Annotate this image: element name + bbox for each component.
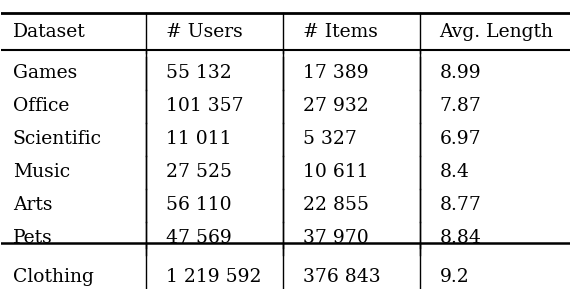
Text: 376 843: 376 843 (303, 268, 381, 286)
Text: Arts: Arts (13, 196, 52, 214)
Text: 7.87: 7.87 (439, 97, 481, 115)
Text: 47 569: 47 569 (166, 229, 232, 247)
Text: 1 219 592: 1 219 592 (166, 268, 262, 286)
Text: 8.4: 8.4 (439, 163, 469, 181)
Text: Avg. Length: Avg. Length (439, 23, 553, 41)
Text: Office: Office (13, 97, 69, 115)
Text: Dataset: Dataset (13, 23, 86, 41)
Text: Scientific: Scientific (13, 130, 102, 148)
Text: 6.97: 6.97 (439, 130, 481, 148)
Text: 27 525: 27 525 (166, 163, 232, 181)
Text: 8.77: 8.77 (439, 196, 481, 214)
Text: Music: Music (13, 163, 70, 181)
Text: 101 357: 101 357 (166, 97, 244, 115)
Text: 37 970: 37 970 (303, 229, 368, 247)
Text: 8.84: 8.84 (439, 229, 481, 247)
Text: 27 932: 27 932 (303, 97, 368, 115)
Text: Games: Games (13, 64, 77, 82)
Text: 17 389: 17 389 (303, 64, 368, 82)
Text: # Users: # Users (166, 23, 243, 41)
Text: 55 132: 55 132 (166, 64, 232, 82)
Text: 5 327: 5 327 (303, 130, 357, 148)
Text: 9.2: 9.2 (439, 268, 469, 286)
Text: Pets: Pets (13, 229, 52, 247)
Text: 8.99: 8.99 (439, 64, 481, 82)
Text: 10 611: 10 611 (303, 163, 368, 181)
Text: 22 855: 22 855 (303, 196, 369, 214)
Text: # Items: # Items (303, 23, 378, 41)
Text: 11 011: 11 011 (166, 130, 232, 148)
Text: 56 110: 56 110 (166, 196, 232, 214)
Text: Clothing: Clothing (13, 268, 94, 286)
